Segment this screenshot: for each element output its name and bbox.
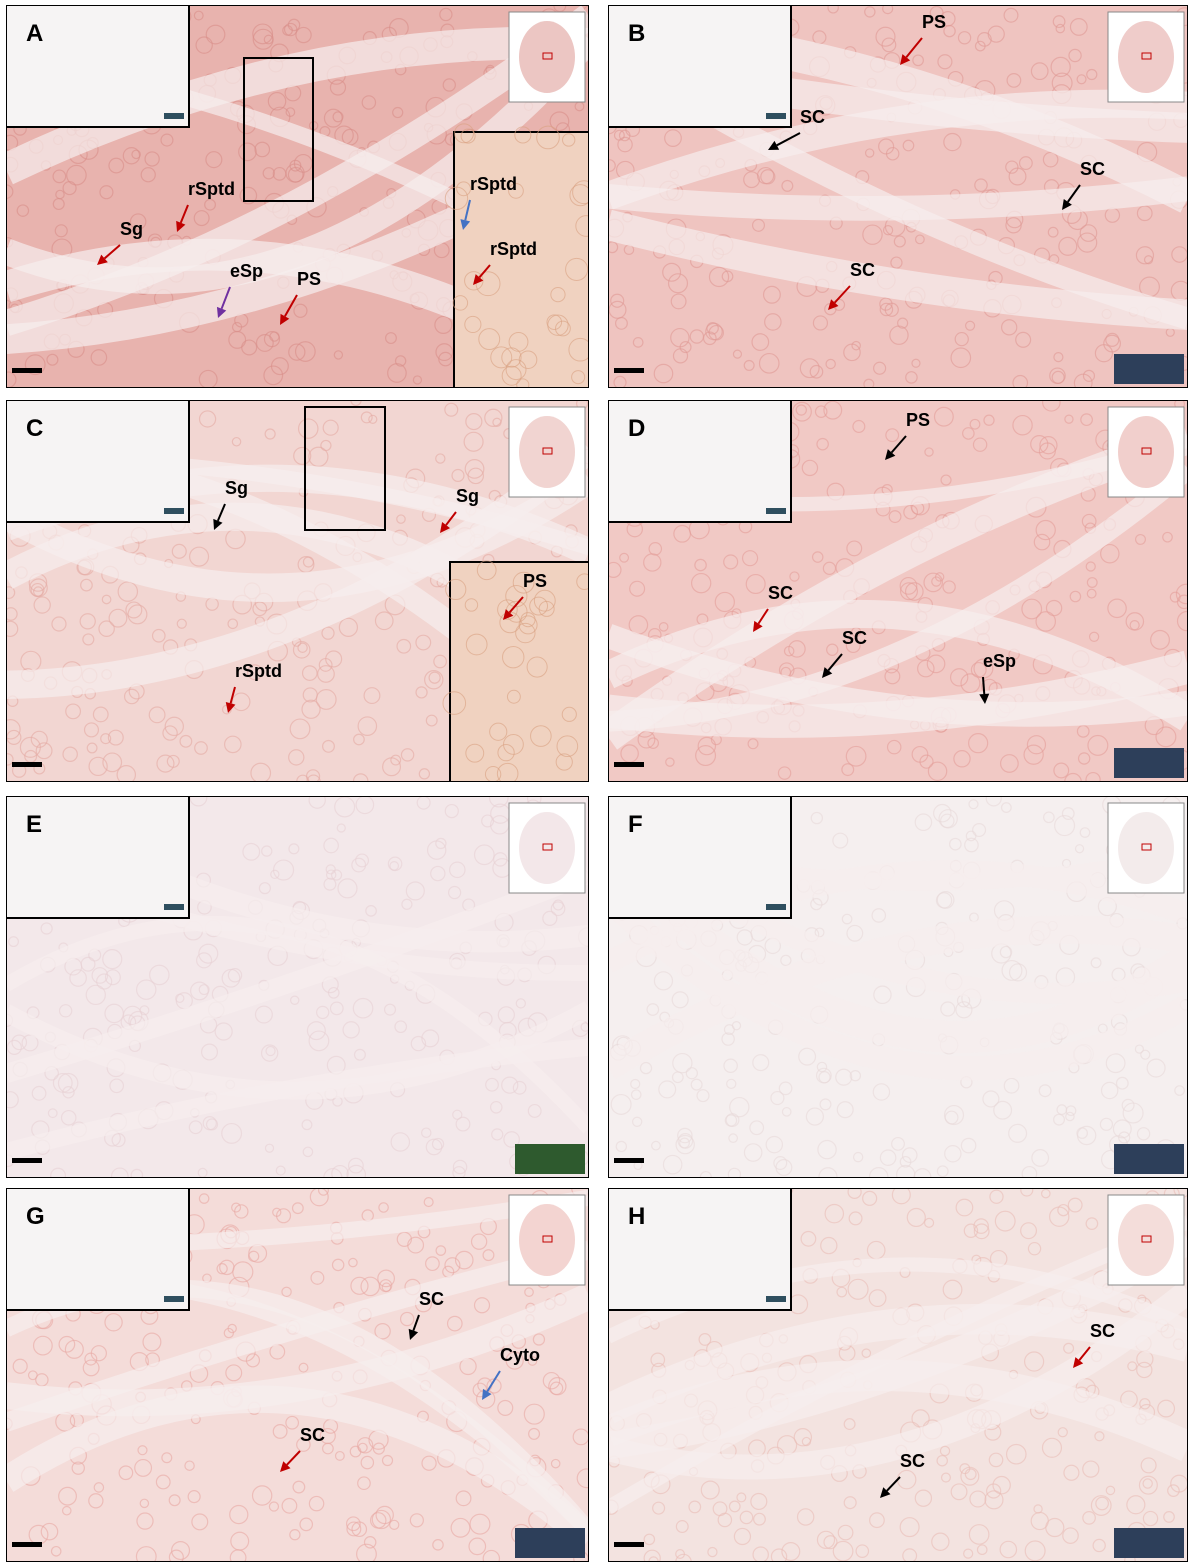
info-box: [515, 1528, 585, 1558]
scale-bar: [12, 1158, 42, 1163]
inset-scale: [164, 113, 184, 119]
annotation-label: SC: [1080, 159, 1105, 179]
inset-scale: [164, 904, 184, 910]
panel: [1, 394, 596, 788]
inset-scale: [766, 113, 786, 119]
scale-bar: [614, 368, 644, 373]
panel-letter: G: [26, 1203, 45, 1230]
panel: [1, 1179, 596, 1564]
annotation-label: rSptd: [188, 179, 235, 199]
annotation-label: SC: [300, 1425, 325, 1445]
panel: [0, 788, 596, 1186]
annotation-label: PS: [922, 12, 946, 32]
thumbnail-tissue: [1118, 1204, 1174, 1276]
scale-bar: [12, 762, 42, 767]
info-box: [1114, 354, 1184, 384]
panel-letter: F: [628, 811, 643, 838]
annotation-label: PS: [906, 410, 930, 430]
scale-bar: [12, 368, 42, 373]
annotation-label: rSptd: [490, 239, 537, 259]
annotation-label: SC: [1090, 1321, 1115, 1341]
panel-letter: H: [628, 1203, 645, 1230]
annotation-label: PS: [297, 269, 321, 289]
annotation-label: SC: [419, 1289, 444, 1309]
panel: [608, 791, 1189, 1186]
panel: [0, 0, 596, 391]
annotation-label: Sg: [225, 478, 248, 498]
annotation-label: eSp: [983, 651, 1016, 671]
inset-scale: [164, 1296, 184, 1302]
annotation-label: eSp: [230, 261, 263, 281]
thumbnail-tissue: [519, 812, 575, 884]
annotation-label: Sg: [456, 486, 479, 506]
info-box: [1114, 1144, 1184, 1174]
info-box: [1114, 1528, 1184, 1558]
scale-bar: [614, 1542, 644, 1547]
thumbnail-tissue: [1118, 812, 1174, 884]
annotation-label: SC: [768, 583, 793, 603]
panel: [604, 1180, 1189, 1564]
panel-letter: D: [628, 415, 645, 442]
inset-scale: [164, 508, 184, 514]
panel-letter: B: [628, 20, 645, 47]
scale-bar: [12, 1542, 42, 1547]
annotation-label: Cyto: [500, 1345, 540, 1365]
panel: [600, 0, 1189, 392]
zoom-inset: [450, 562, 589, 782]
panel-letter: A: [26, 20, 43, 47]
panel-letter: C: [26, 415, 43, 442]
figure: ArSptd Sg eSp PS rSptd rSptd B PS SC SC SC C Sg Sg PS r…: [0, 0, 1189, 1564]
scale-bar: [614, 1158, 644, 1163]
annotation-label: SC: [800, 107, 825, 127]
annotation-label: PS: [523, 571, 547, 591]
thumbnail-tissue: [1118, 416, 1174, 488]
annotation-label: rSptd: [235, 661, 282, 681]
annotation-label: SC: [842, 628, 867, 648]
inset-scale: [766, 904, 786, 910]
scale-bar: [614, 762, 644, 767]
annotation-label: rSptd: [470, 174, 517, 194]
annotation-label: SC: [900, 1451, 925, 1471]
inset-scale: [766, 1296, 786, 1302]
info-box: [515, 1144, 585, 1174]
thumbnail-tissue: [1118, 21, 1174, 93]
annotation-label: Sg: [120, 219, 143, 239]
info-box: [1114, 748, 1184, 778]
annotation-label: SC: [850, 260, 875, 280]
arrow-shaft: [983, 677, 984, 694]
inset-scale: [766, 508, 786, 514]
panel: [604, 393, 1189, 790]
panel-letter: E: [26, 811, 42, 838]
thumbnail-tissue: [519, 21, 575, 93]
thumbnail-tissue: [519, 1204, 575, 1276]
thumbnail-tissue: [519, 416, 575, 488]
